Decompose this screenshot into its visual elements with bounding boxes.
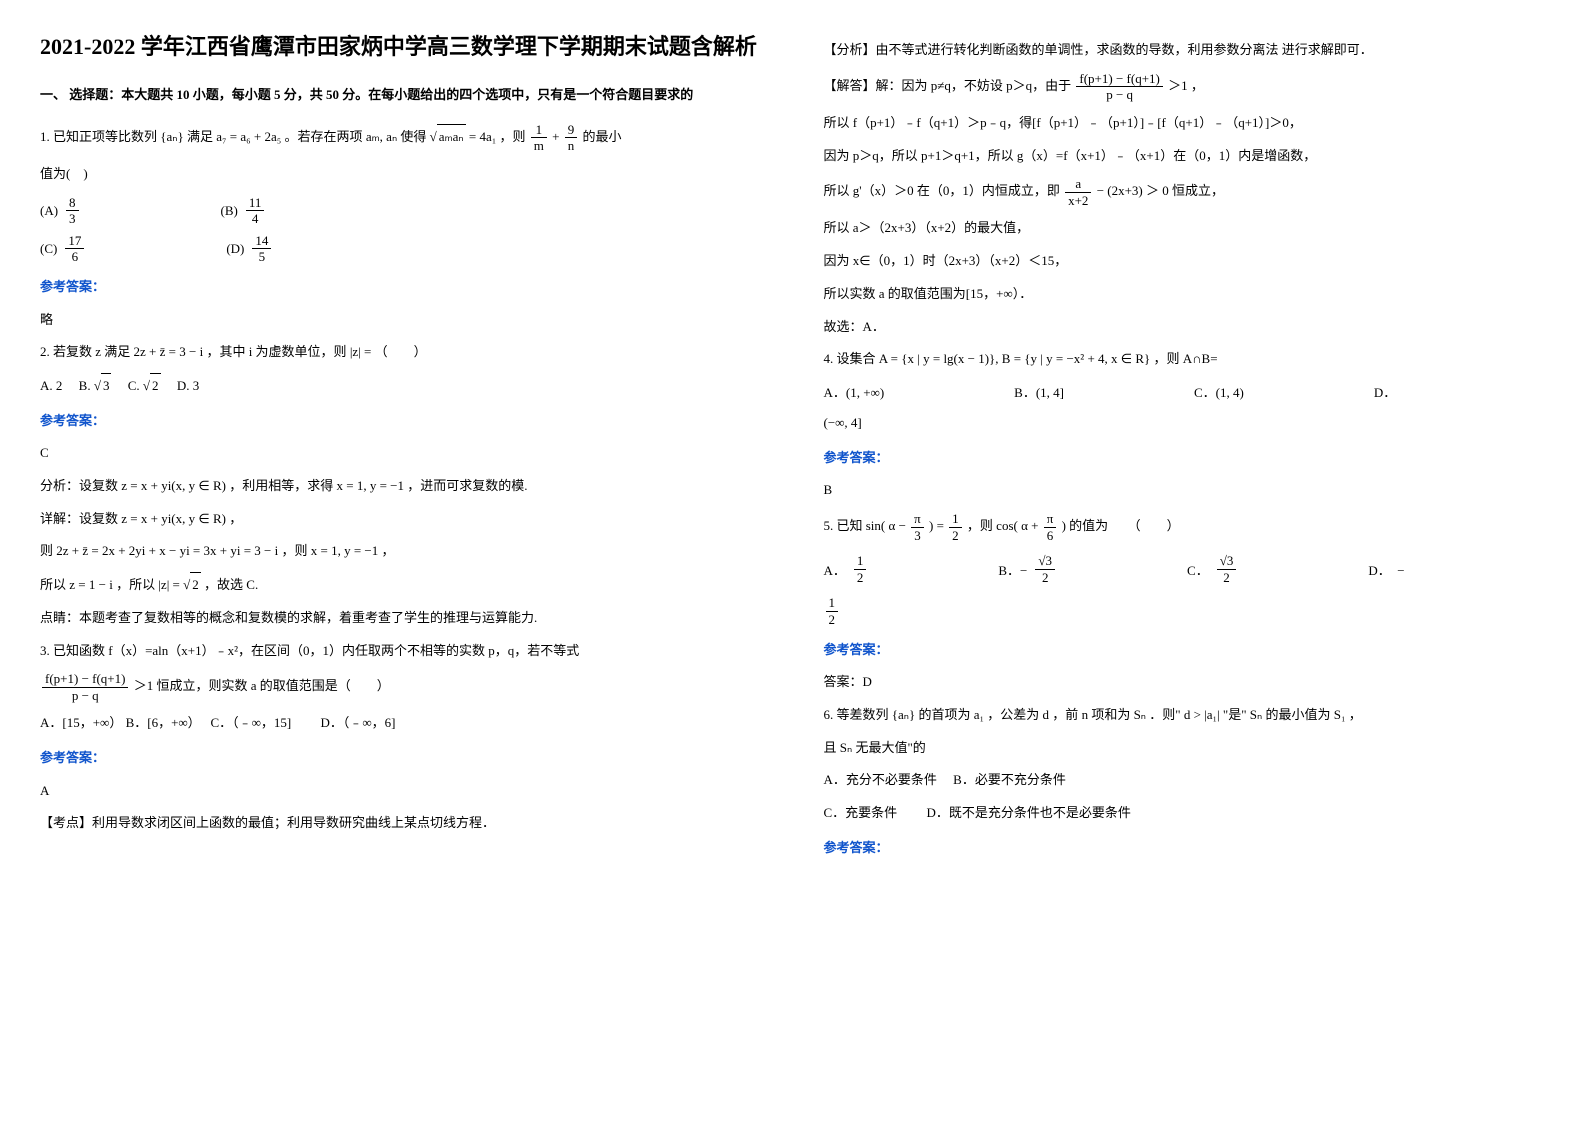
q6-options-row2: C．充要条件 D．既不是充分条件也不是必要条件 xyxy=(824,801,1548,826)
sqrt-sign: √ xyxy=(430,129,437,144)
q5-opt-c: C．√32 xyxy=(1187,553,1238,585)
q4-opt-a: A．(1, +∞) xyxy=(824,382,885,401)
q4-sets: A = {x | y = lg(x − 1)}, B = {y | y = −x… xyxy=(879,351,1151,366)
q3-solution-1: 【解答】解：因为 p≠q，不妨设 p＞q，由于 f(p+1) − f(q+1)p… xyxy=(824,71,1548,103)
q6-stem: 6. 等差数列 {aₙ} 的首项为 a₁ ，公差为 d ，前 n 项和为 Sₙ … xyxy=(824,703,1548,728)
q2-answer: C xyxy=(40,441,764,466)
q4-opt-b: B．(1, 4] xyxy=(1014,382,1064,401)
q1-eq1: a₇ = a₆ + 2a₅ xyxy=(216,129,281,144)
q1-answer: 略 xyxy=(40,308,764,333)
q4-answer: B xyxy=(824,478,1548,503)
q1-opt-d: (D)145 xyxy=(226,233,273,265)
q1-stem: 1. 已知正项等比数列 {aₙ} 满足 a₇ = a₆ + 2a₅ 。若存在两项… xyxy=(40,122,764,154)
q2-opt-c: C. √2 xyxy=(128,378,161,393)
q2-opt-a: A. 2 xyxy=(40,378,62,393)
q1-terms: aₘ, aₙ xyxy=(366,129,397,144)
q3-opt-a: A．[15，+∞） xyxy=(40,715,122,730)
q1-text-c: 。若存在两项 xyxy=(285,129,363,144)
q3-line-2: 因为 p＞q，所以 p+1＞q+1，所以 g（x）=f（x+1）﹣（x+1）在（… xyxy=(824,144,1548,169)
q3-frac-line: f(p+1) − f(q+1)p − q ＞1 恒成立，则实数 a 的取值范围是… xyxy=(40,671,764,703)
q1-frac1: 1m xyxy=(531,122,547,154)
q4-opt-c: C．(1, 4) xyxy=(1194,382,1244,401)
q3-opt-c: C．（﹣∞，15] xyxy=(210,715,291,730)
q4-opt-d-label: D． xyxy=(1374,382,1396,401)
right-column: 【分析】由不等式进行转化判断函数的单调性，求函数的导数，利用参数分离法 进行求解… xyxy=(824,30,1548,866)
q3-line-4: 所以 a＞（2x+3）（x+2）的最大值， xyxy=(824,216,1548,241)
q3-opt-d: D．（﹣∞，6] xyxy=(321,715,396,730)
q5-opt-d: 12 xyxy=(824,595,1548,627)
q3-answer-label: 参考答案： xyxy=(40,746,764,771)
q3-opt-b: B．[6，+∞） xyxy=(126,715,195,730)
q1-eq2-r: = 4a₁ xyxy=(466,129,497,144)
q3-line-1: 所以 f（p+1）﹣f（q+1）＞p﹣q，得[f（p+1）﹣（p+1）]﹣[f（… xyxy=(824,111,1548,136)
q5-stem: 5. 已知 sin( α − π3 ) = 12 ，则 cos( α + π6 … xyxy=(824,511,1548,543)
q3-frac: f(p+1) − f(q+1)p − q xyxy=(42,671,128,703)
q1-text-b: 满足 xyxy=(187,129,213,144)
q3-answer: A xyxy=(40,779,764,804)
q6-opt-d: D．既不是充分条件也不是必要条件 xyxy=(926,805,1130,820)
q1-opt-a: (A)83 xyxy=(40,195,81,227)
q2-abs: |z| = xyxy=(350,344,372,359)
q2-opt-d: D. 3 xyxy=(177,378,199,393)
q6-opt-a: A．充分不必要条件 xyxy=(824,772,937,787)
q2-eq: 2z + z̄ = 3 − i xyxy=(134,344,204,359)
q5-answer-label: 参考答案： xyxy=(824,638,1548,663)
q2-analysis-2: 详解：设复数 z = x + yi(x, y ∈ R) ， xyxy=(40,507,764,532)
exam-title: 2021-2022 学年江西省鹰潭市田家炳中学高三数学理下学期期末试题含解析 xyxy=(40,30,764,63)
q6-options-row1: A．充分不必要条件 B．必要不充分条件 xyxy=(824,768,1548,793)
q3-l3-frac: ax+2 xyxy=(1065,176,1091,208)
q1-text-a: 1. 已知正项等比数列 xyxy=(40,129,157,144)
q3-sol-frac: f(p+1) − f(q+1)p − q xyxy=(1076,71,1162,103)
q6-stem-2: 且 Sₙ 无最大值"的 xyxy=(824,736,1548,761)
q1-options: (A)83 (B)114 (C)176 (D)145 xyxy=(40,195,764,265)
q5-opt-a: A．12 xyxy=(824,553,869,585)
q2-analysis-4: 所以 z = 1 − i ，所以 |z| = √2 ，故选 C. xyxy=(40,572,764,598)
q3-line-3: 所以 g'（x）＞0 在（0，1）内恒成立，即 ax+2 − (2x+3) ＞ … xyxy=(824,176,1548,208)
q5-opt-b: B．−√32 xyxy=(998,553,1057,585)
q3-line-5: 因为 x∈（0，1）时（2x+3）（x+2）＜15， xyxy=(824,249,1548,274)
q1-text-e: ，则 xyxy=(500,129,526,144)
q3-stem: 3. 已知函数 f（x）=aln（x+1）﹣x²，在区间（0，1）内任取两个不相… xyxy=(40,639,764,664)
q4-options: A．(1, +∞) B．(1, 4] C．(1, 4) D． xyxy=(824,382,1548,401)
q1-text-f: 的最小 xyxy=(583,129,622,144)
q6-opt-b: B．必要不充分条件 xyxy=(953,772,1066,787)
q4-opt-d: (−∞, 4] xyxy=(824,411,1548,436)
q5-answer: 答案：D xyxy=(824,670,1548,695)
q3-line-7: 故选：A． xyxy=(824,315,1548,340)
q1-opt-c: (C)176 xyxy=(40,233,86,265)
q2-analysis-3: 则 2z + z̄ = 2x + 2yi + x − yi = 3x + yi … xyxy=(40,539,764,564)
q2-stem: 2. 若复数 z 满足 2z + z̄ = 3 − i ，其中 i 为虚数单位，… xyxy=(40,340,764,365)
q1-text-d: 使得 xyxy=(400,129,426,144)
q3-keypoint: 【考点】利用导数求闭区间上函数的最值；利用导数研究曲线上某点切线方程． xyxy=(40,811,764,836)
q1-frac2: 9n xyxy=(565,122,578,154)
q6-answer-label: 参考答案： xyxy=(824,836,1548,861)
q2-options: A. 2 B. √3 C. √2 D. 3 xyxy=(40,373,764,399)
q1-stem-g: 值为( ) xyxy=(40,162,764,187)
q2-analysis-5: 点睛：本题考查了复数相等的概念和复数模的求解，着重考查了学生的推理与运算能力. xyxy=(40,606,764,631)
q2-answer-label: 参考答案： xyxy=(40,409,764,434)
section-1-title: 一、 选择题：本大题共 10 小题，每小题 5 分，共 50 分。在每小题给出的… xyxy=(40,83,764,108)
q3-analysis: 【分析】由不等式进行转化判断函数的单调性，求函数的导数，利用参数分离法 进行求解… xyxy=(824,38,1548,63)
q2-opt-b: B. √3 xyxy=(79,378,112,393)
q1-eq2-rad: aₘaₙ xyxy=(437,124,466,150)
q3-options: A．[15，+∞） B．[6，+∞） C．（﹣∞，15] D．（﹣∞，6] xyxy=(40,711,764,736)
plus: + xyxy=(552,129,563,144)
q3-line-6: 所以实数 a 的取值范围为[15，+∞）． xyxy=(824,282,1548,307)
q5-options: A．12 B．−√32 C．√32 D． − xyxy=(824,553,1548,585)
left-column: 2021-2022 学年江西省鹰潭市田家炳中学高三数学理下学期期末试题含解析 一… xyxy=(40,30,764,866)
q4-answer-label: 参考答案： xyxy=(824,446,1548,471)
q6-opt-c: C．充要条件 xyxy=(824,805,898,820)
q1-answer-label: 参考答案： xyxy=(40,275,764,300)
q1-opt-b: (B)114 xyxy=(221,195,267,227)
q4-stem: 4. 设集合 A = {x | y = lg(x − 1)}, B = {y |… xyxy=(824,347,1548,372)
q2-analysis-1: 分析：设复数 z = x + yi(x, y ∈ R) ，利用相等，求得 x =… xyxy=(40,474,764,499)
q1-seq: {aₙ} xyxy=(160,129,183,144)
q5-opt-d-label: D． − xyxy=(1368,553,1404,585)
